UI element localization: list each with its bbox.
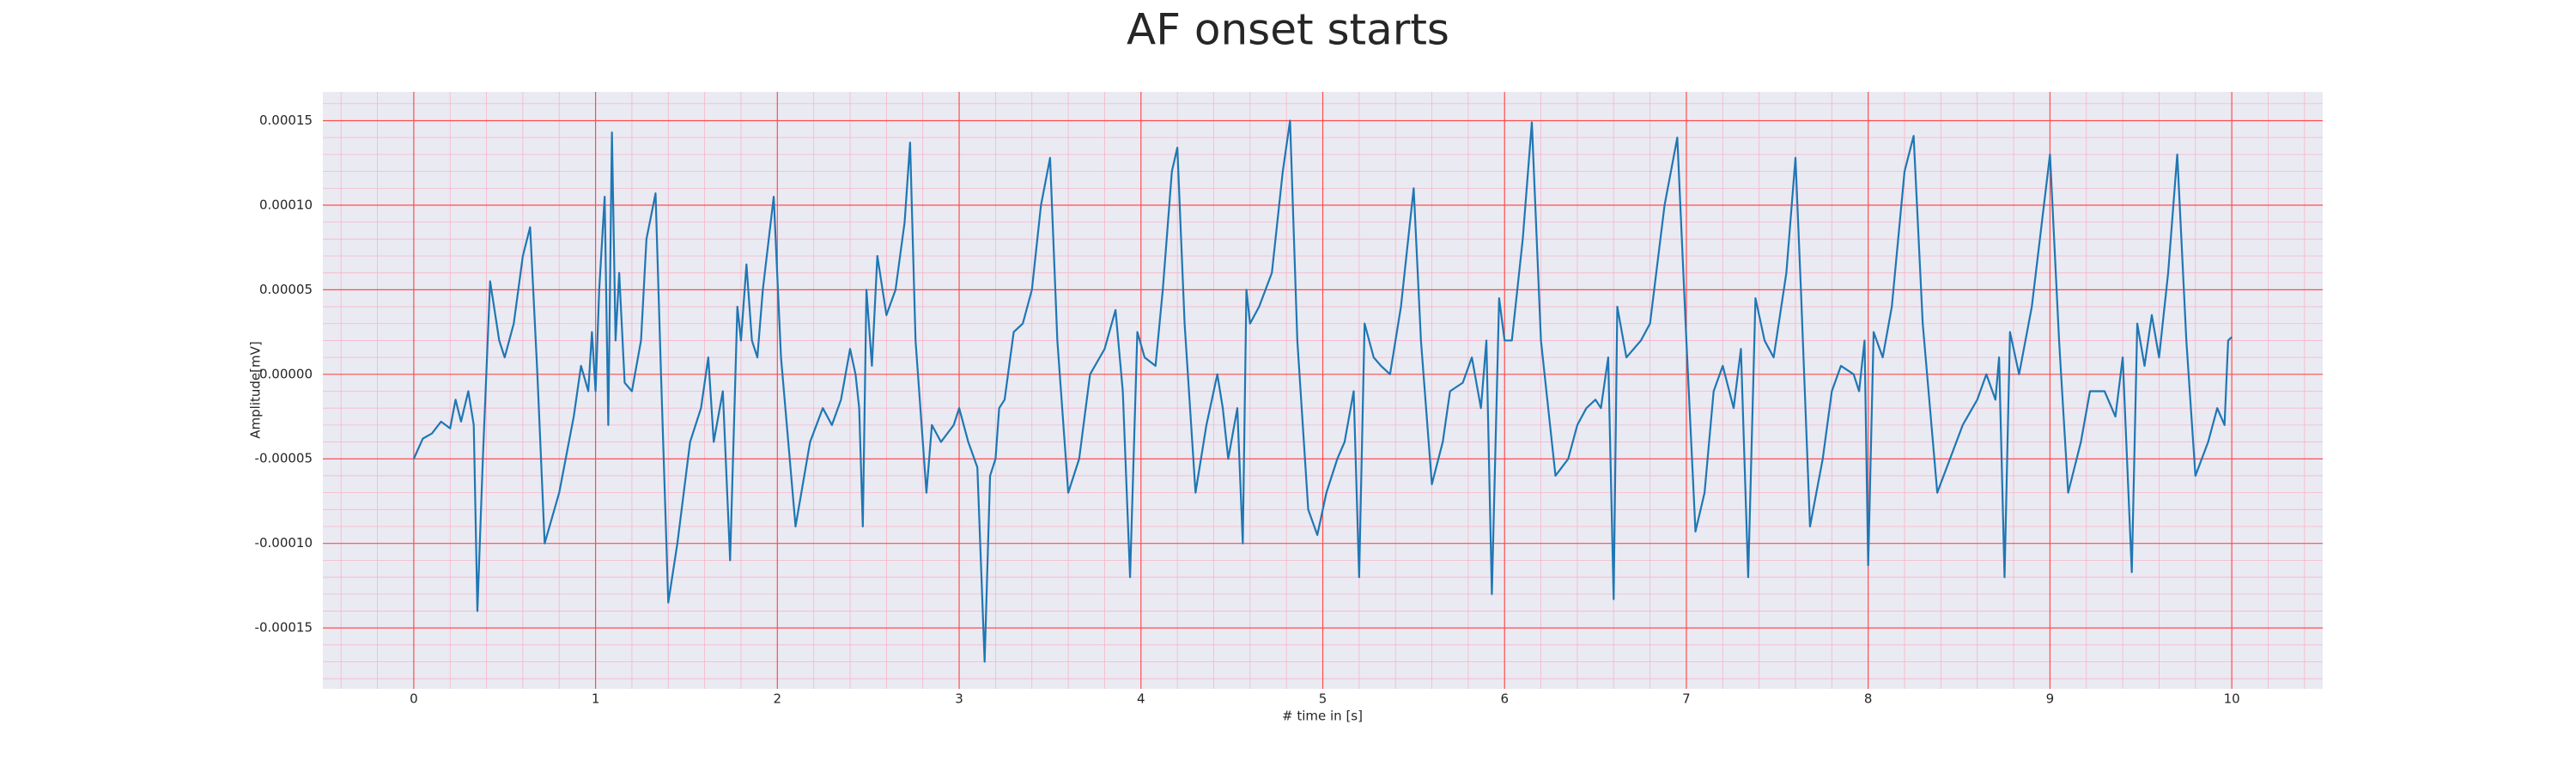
x-tick-label: 8 [1864, 691, 1873, 707]
x-tick-label: 3 [955, 691, 963, 707]
x-tick-label: 4 [1137, 691, 1145, 707]
y-tick-label: 0.00015 [259, 113, 313, 128]
y-tick-label: 0.00000 [259, 366, 313, 381]
y-tick-label: 0.00010 [259, 197, 313, 212]
y-tick-label: -0.00015 [255, 620, 313, 636]
x-tick-label: 6 [1500, 691, 1509, 707]
x-tick-label: 5 [1319, 691, 1327, 707]
grid [323, 92, 2323, 689]
chart-title: AF onset starts [1127, 5, 1449, 55]
x-tick-label: 1 [592, 691, 600, 707]
x-tick-label: 9 [2046, 691, 2055, 707]
y-tick-label: 0.00005 [259, 282, 313, 297]
x-tick-label: 10 [2224, 691, 2240, 707]
y-tick-label: -0.00010 [255, 535, 313, 551]
line [412, 119, 2233, 663]
x-tick-label: 2 [774, 691, 782, 707]
x-axis-label: # time in [s] [1282, 709, 1363, 724]
y-axis-label: Amplitude[mV] [248, 341, 264, 438]
x-tick-label: 0 [410, 691, 418, 707]
x-tick-label: 7 [1682, 691, 1691, 707]
y-tick-label: -0.00005 [255, 451, 313, 466]
